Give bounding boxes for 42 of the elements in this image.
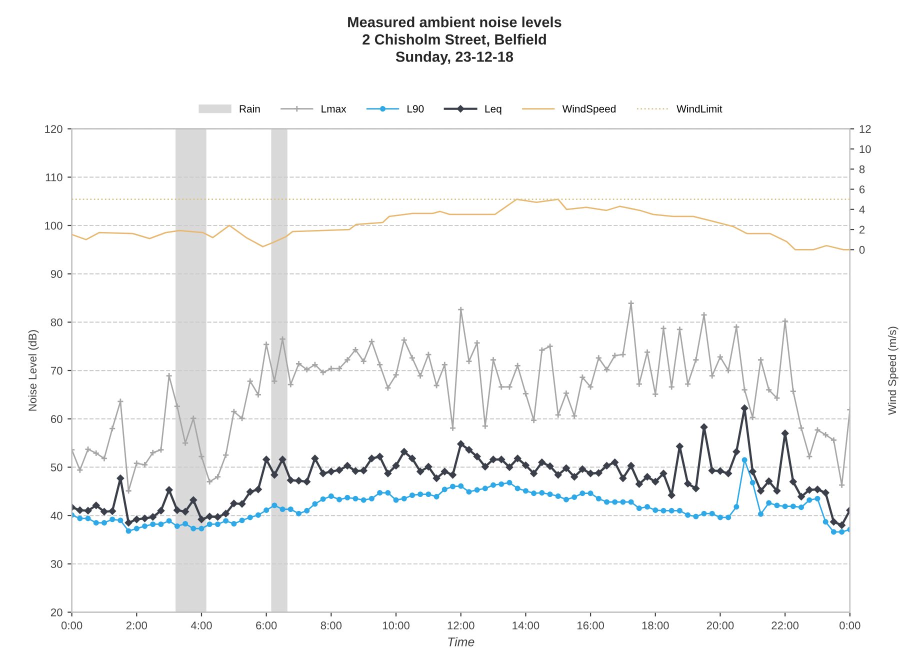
y2-tick-label: 12 — [860, 125, 871, 133]
y-tick-label: 50 — [50, 463, 62, 472]
x-tick-label: 12:00 — [448, 622, 474, 630]
line-series — [72, 198, 850, 250]
x-tick-label: 10:00 — [382, 622, 410, 630]
y2-tick-label: 0 — [859, 246, 865, 254]
y-tick-label: 100 — [45, 222, 62, 230]
legend-label: Leq — [485, 105, 502, 115]
y-tick-label: 90 — [50, 270, 62, 278]
x-tick-label: 20:00 — [706, 622, 734, 630]
legend-label: Lmax — [322, 105, 346, 113]
y2-tick-label: 10 — [860, 145, 871, 154]
y-tick-label: 40 — [50, 512, 62, 520]
y-tick-label: 70 — [50, 366, 62, 375]
x-axis-title: Time — [448, 637, 474, 646]
y2-tick-label: 4 — [859, 206, 865, 214]
x-tick-label: 0:00 — [61, 622, 82, 630]
y-tick-label: 60 — [50, 415, 62, 423]
legend-label: WindLimit — [676, 104, 722, 113]
x-tick-label: 22:00 — [772, 622, 799, 630]
y-tick-label: 110 — [46, 173, 62, 182]
y-tick-label: 120 — [45, 125, 62, 133]
y-tick-label: 30 — [50, 560, 62, 568]
chart-title: Measured ambient noise levels 2 Chisholm Street, Belfield Sunday, 23-12-18 — [348, 16, 562, 65]
y2-tick-label: 2 — [860, 226, 865, 234]
y2-tick-label: 8 — [859, 165, 865, 174]
y-tick-label: 20 — [50, 608, 62, 616]
legend-label: WindSpeed — [562, 104, 616, 115]
legend-label: L90 — [408, 105, 424, 113]
x-tick-label: 4:00 — [190, 622, 212, 630]
x-tick-label: 0:00 — [840, 622, 860, 630]
x-tick-label: 18:00 — [642, 622, 669, 630]
x-tick-label: 16:00 — [577, 622, 604, 630]
y2-tick-label: 6 — [860, 186, 865, 194]
x-tick-label: 2:00 — [126, 622, 148, 630]
x-tick-label: 14:00 — [512, 622, 540, 630]
legend-label: Rain — [240, 104, 260, 113]
y-tick-label: 80 — [50, 318, 62, 326]
y-axis-title: Noise Level (dB) — [28, 330, 39, 411]
x-tick-label: 8:00 — [320, 622, 342, 630]
y2-axis-title: Wind Speed (m/s) — [888, 326, 898, 415]
x-tick-label: 6:00 — [256, 622, 277, 630]
